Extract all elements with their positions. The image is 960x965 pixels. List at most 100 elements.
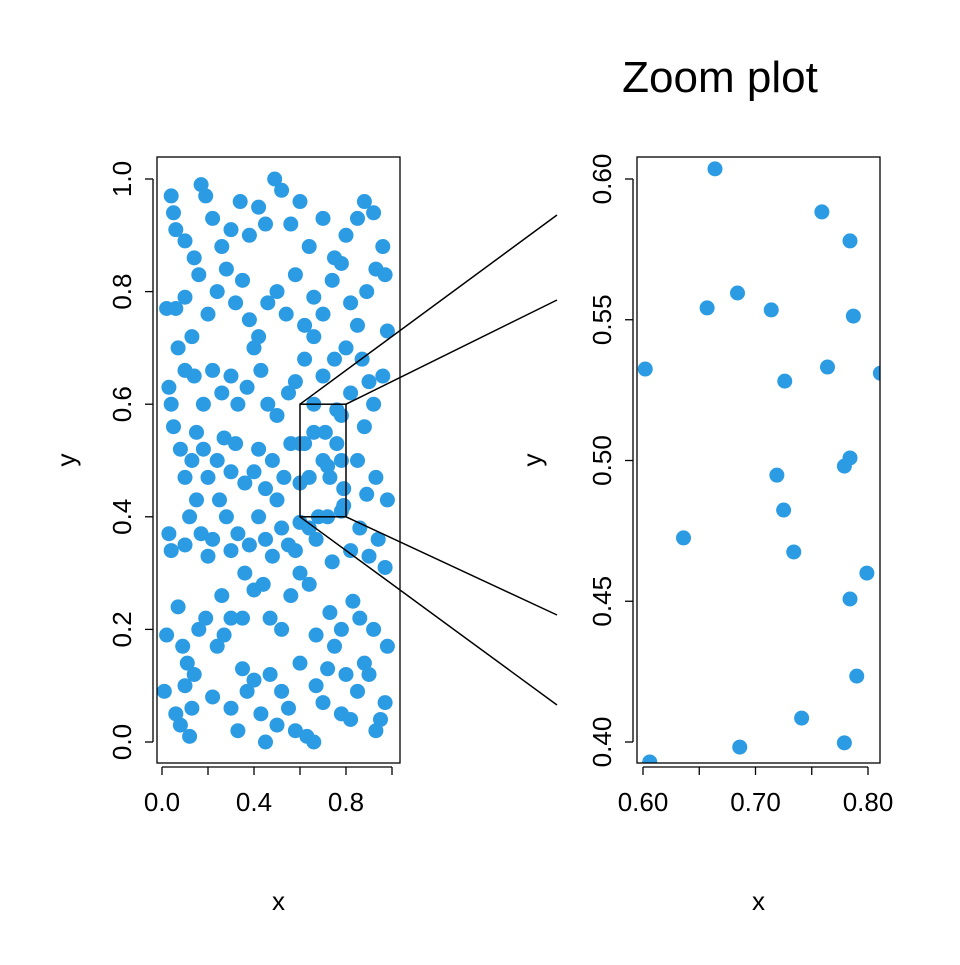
left-point: [379, 323, 395, 339]
zoom-point: [786, 544, 802, 560]
left-point: [161, 526, 177, 542]
left-point: [241, 537, 257, 553]
zoom-point: [642, 754, 658, 763]
zoom-y-tick-label: 0.40: [587, 717, 617, 768]
left-point: [333, 453, 349, 468]
left-point: [315, 695, 331, 711]
left-point: [172, 441, 188, 457]
left-point: [253, 362, 269, 378]
left-point: [246, 672, 262, 688]
left-point: [377, 267, 393, 283]
left-point: [379, 492, 395, 508]
left-point: [274, 683, 290, 699]
left-point: [361, 374, 377, 390]
zoom-point: [872, 365, 880, 381]
left-point: [230, 723, 246, 739]
left-point: [223, 222, 239, 238]
left-point: [269, 284, 285, 300]
left-point: [317, 424, 333, 440]
left-point: [184, 329, 200, 345]
left-point: [350, 210, 365, 226]
left-point: [157, 683, 172, 699]
zoom-point: [732, 739, 748, 755]
left-point: [276, 469, 292, 485]
left-point: [253, 706, 269, 722]
left-point: [370, 531, 386, 547]
zoom-plot-title: Zoom plot: [622, 53, 818, 102]
zoom-point: [842, 233, 858, 249]
left-point: [177, 233, 193, 249]
left-point: [179, 655, 195, 671]
left-point: [356, 655, 372, 671]
left-point: [161, 379, 177, 395]
left-point: [223, 464, 239, 480]
left-point: [366, 205, 382, 221]
left-point: [343, 711, 359, 727]
left-point: [352, 610, 368, 626]
left-point: [350, 317, 365, 333]
left-point: [264, 453, 280, 468]
left-point: [338, 340, 354, 356]
left-point: [239, 683, 255, 699]
left-point: [232, 194, 248, 210]
left-point: [239, 379, 255, 395]
zoom-connector-lines: [299, 214, 558, 706]
left-point: [209, 638, 225, 654]
left-point: [262, 610, 278, 626]
left-point: [237, 475, 253, 491]
zoom-scatter-plot: 0.60 0.70 0.80 0.40 0.45 0.50 0.55 0.60 x y: [517, 154, 893, 916]
left-point: [287, 723, 303, 739]
left-point: [375, 239, 391, 255]
left-point: [281, 700, 296, 716]
left-y-tick-label: 0.8: [107, 274, 137, 310]
left-point: [377, 559, 393, 575]
left-point: [251, 329, 267, 345]
left-point: [168, 706, 184, 722]
left-point: [198, 610, 214, 626]
zoom-x-axis-label: x: [752, 886, 765, 916]
left-point: [258, 481, 273, 497]
zoom-point: [842, 591, 858, 607]
zoom-point: [730, 285, 745, 301]
left-point: [177, 362, 193, 378]
left-point: [246, 582, 262, 598]
left-point: [177, 537, 193, 553]
zoom-point: [763, 302, 779, 318]
zoom-y-axis-label: y: [517, 454, 547, 467]
left-points: [157, 171, 395, 750]
zoom-point: [699, 300, 715, 316]
left-point: [379, 638, 395, 654]
left-point: [186, 666, 202, 682]
left-point: [258, 734, 273, 750]
zoom-point: [836, 735, 852, 751]
left-point: [218, 509, 234, 525]
zoom-point: [707, 161, 723, 177]
zoom-points: [637, 161, 880, 763]
left-point: [212, 492, 227, 508]
zoom-y-tick-label: 0.60: [587, 154, 617, 205]
left-point: [230, 526, 246, 542]
left-point: [322, 605, 338, 621]
left-point: [177, 289, 193, 305]
left-point: [320, 458, 336, 474]
left-point: [359, 486, 375, 502]
left-y-tick-label: 0.6: [107, 386, 137, 422]
zoom-y-tick-label: 0.55: [587, 294, 617, 345]
left-point: [267, 171, 283, 187]
left-point: [306, 289, 322, 305]
left-y-tick-label: 1.0: [107, 161, 137, 197]
left-point: [315, 306, 331, 322]
left-point: [182, 509, 198, 525]
left-point: [338, 227, 354, 243]
left-y-tick-label: 0.0: [107, 724, 137, 760]
left-point: [223, 700, 239, 716]
left-point: [258, 531, 273, 547]
zoom-point: [845, 308, 861, 324]
left-point: [373, 711, 388, 727]
left-point: [163, 396, 179, 412]
left-point: [235, 272, 250, 288]
left-point: [292, 565, 308, 581]
left-point: [306, 424, 322, 440]
left-point: [264, 548, 280, 564]
left-point: [377, 695, 393, 711]
